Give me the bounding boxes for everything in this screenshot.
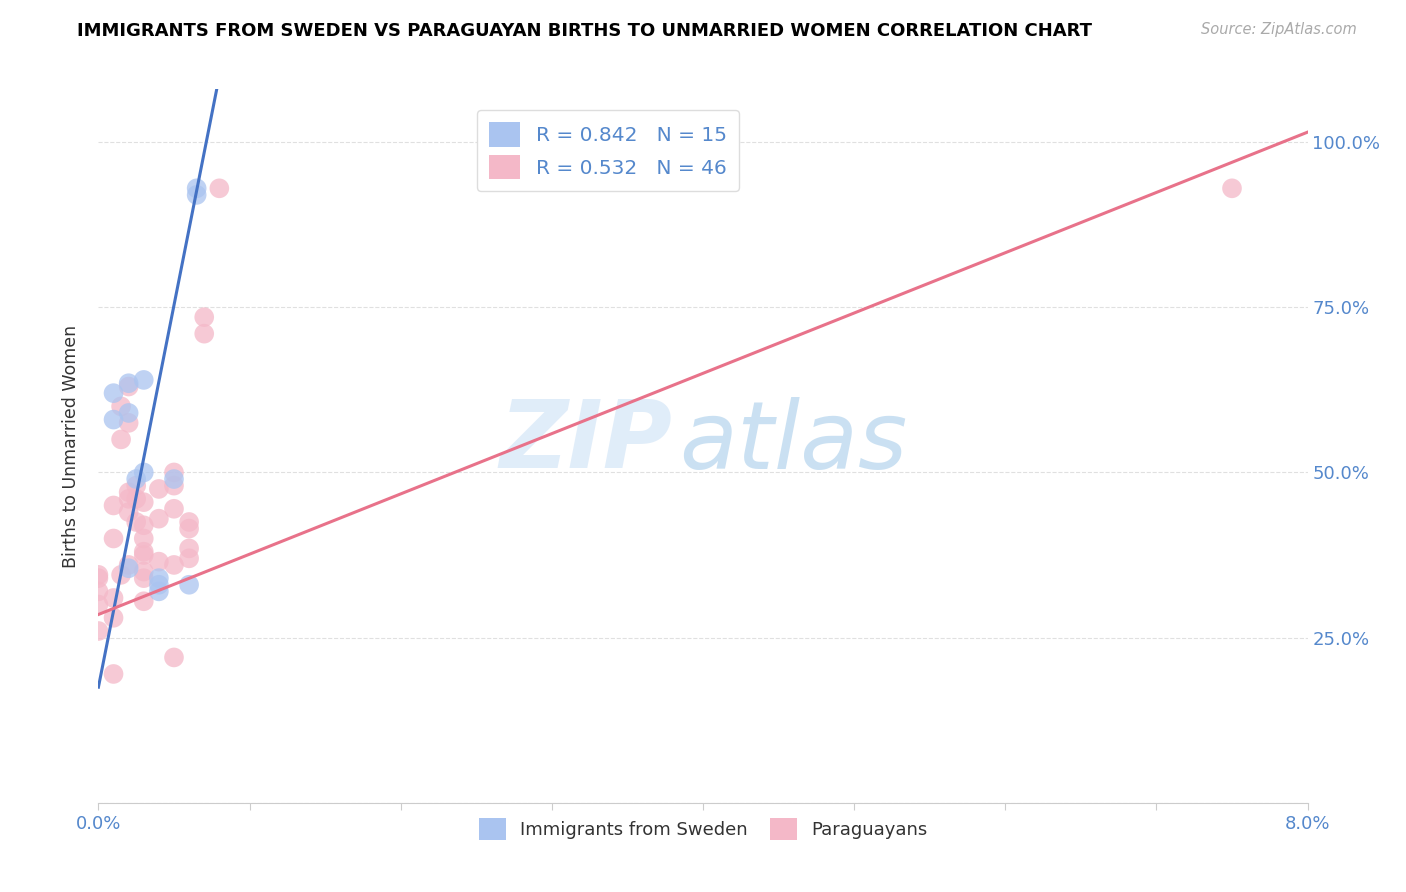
Point (148, 511, 170, 525)
Point (118, 561, 141, 575)
Point (125, 478, 148, 492)
Point (103, 667, 125, 681)
Point (110, 433, 132, 447)
Point (148, 584, 170, 599)
Point (186, 181, 208, 195)
Point (179, 522, 201, 536)
Point (87, 584, 110, 599)
Point (103, 386, 125, 401)
Point (118, 485, 141, 500)
Point (103, 499, 125, 513)
Point (118, 491, 141, 506)
Point (193, 310, 215, 325)
Point (132, 532, 155, 546)
Point (87, 624, 110, 638)
Point (125, 491, 148, 506)
Point (132, 594, 155, 608)
Point (163, 558, 186, 572)
Y-axis label: Births to Unmarried Women: Births to Unmarried Women (62, 325, 80, 567)
Point (163, 466, 186, 480)
Text: Source: ZipAtlas.com: Source: ZipAtlas.com (1201, 22, 1357, 37)
Point (110, 567, 132, 582)
Point (148, 555, 170, 569)
Point (132, 373, 155, 387)
Point (208, 181, 231, 195)
Point (132, 548, 155, 562)
Legend: Immigrants from Sweden, Paraguayans: Immigrants from Sweden, Paraguayans (471, 811, 935, 847)
Point (118, 416, 141, 430)
Point (179, 515, 201, 529)
Point (148, 571, 170, 585)
Text: ZIP: ZIP (501, 396, 672, 489)
Point (103, 532, 125, 546)
Point (118, 505, 141, 519)
Point (87, 571, 110, 585)
Point (163, 478, 186, 492)
Point (186, 188, 208, 202)
Point (163, 472, 186, 486)
Point (125, 515, 148, 529)
Point (87, 567, 110, 582)
Point (132, 466, 155, 480)
Point (103, 591, 125, 605)
Point (163, 501, 186, 516)
Point (118, 379, 141, 393)
Point (132, 571, 155, 585)
Point (132, 565, 155, 579)
Point (179, 578, 201, 592)
Point (103, 412, 125, 426)
Text: IMMIGRANTS FROM SWEDEN VS PARAGUAYAN BIRTHS TO UNMARRIED WOMEN CORRELATION CHART: IMMIGRANTS FROM SWEDEN VS PARAGUAYAN BIR… (77, 22, 1092, 40)
Point (118, 558, 141, 572)
Point (103, 611, 125, 625)
Point (110, 400, 132, 414)
Point (148, 482, 170, 496)
Point (118, 406, 141, 420)
Point (193, 326, 215, 341)
Point (132, 545, 155, 559)
Point (132, 495, 155, 509)
Point (179, 541, 201, 556)
Point (179, 551, 201, 566)
Point (1220, 181, 1243, 195)
Point (125, 472, 148, 486)
Point (87, 598, 110, 612)
Text: atlas: atlas (679, 397, 907, 488)
Point (148, 578, 170, 592)
Point (132, 518, 155, 533)
Point (118, 376, 141, 391)
Point (163, 650, 186, 665)
